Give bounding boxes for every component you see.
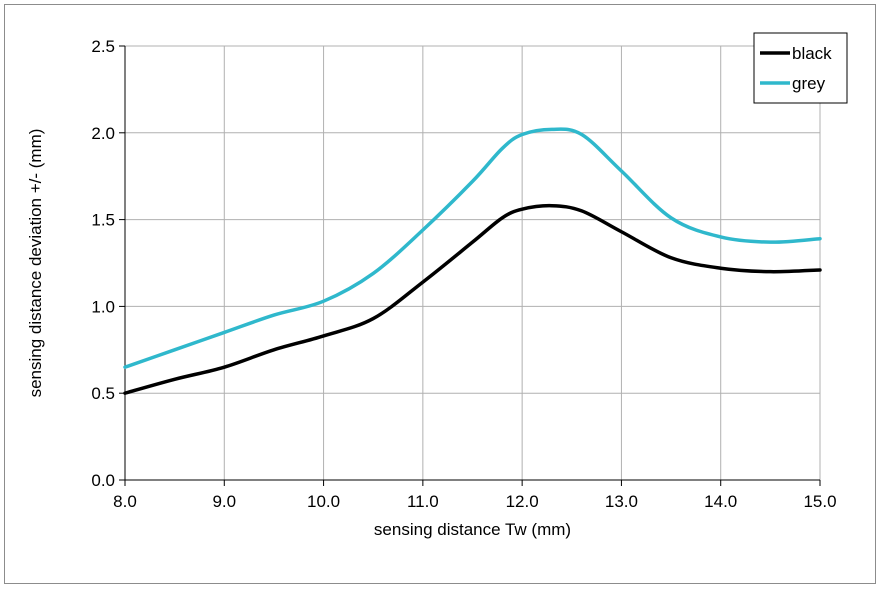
x-tick-label: 13.0 <box>605 492 638 511</box>
y-tick-label: 1.5 <box>91 211 115 230</box>
x-tick-labels: 8.0 9.0 10.0 11.0 12.0 13.0 14.0 15.0 <box>113 492 836 511</box>
x-tick-label: 15.0 <box>803 492 836 511</box>
y-tick-label: 2.5 <box>91 37 115 56</box>
x-tick-label: 14.0 <box>704 492 737 511</box>
legend-label-black: black <box>792 44 832 63</box>
series-lines <box>123 127 822 395</box>
x-tick-label: 10.0 <box>307 492 340 511</box>
x-tick-label: 12.0 <box>506 492 539 511</box>
chart-frame: 8.0 9.0 10.0 11.0 12.0 13.0 14.0 15.0 0.0 0.5 1.0… <box>4 4 876 584</box>
y-tick-label: 2.0 <box>91 124 115 143</box>
legend-label-grey: grey <box>792 74 826 93</box>
legend: black grey <box>753 32 848 104</box>
x-tick-label: 8.0 <box>113 492 137 511</box>
line-chart: 8.0 9.0 10.0 11.0 12.0 13.0 14.0 15.0 0.0 0.5 1.0… <box>26 32 848 539</box>
y-tick-label: 0.0 <box>91 471 115 490</box>
y-tick-labels: 0.0 0.5 1.0 1.5 2.0 2.5 <box>91 37 115 490</box>
series-line-black <box>123 203 822 395</box>
y-axis-label: sensing distance deviation +/- (mm) <box>26 129 45 398</box>
grid-lines <box>125 45 821 480</box>
x-tick-label: 9.0 <box>212 492 236 511</box>
y-tick-label: 1.0 <box>91 297 115 316</box>
x-axis-label: sensing distance Tw (mm) <box>374 520 571 539</box>
legend-box <box>753 32 848 104</box>
series-line-grey <box>123 127 822 369</box>
x-tick-label: 11.0 <box>407 492 439 511</box>
y-tick-label: 0.5 <box>91 384 115 403</box>
